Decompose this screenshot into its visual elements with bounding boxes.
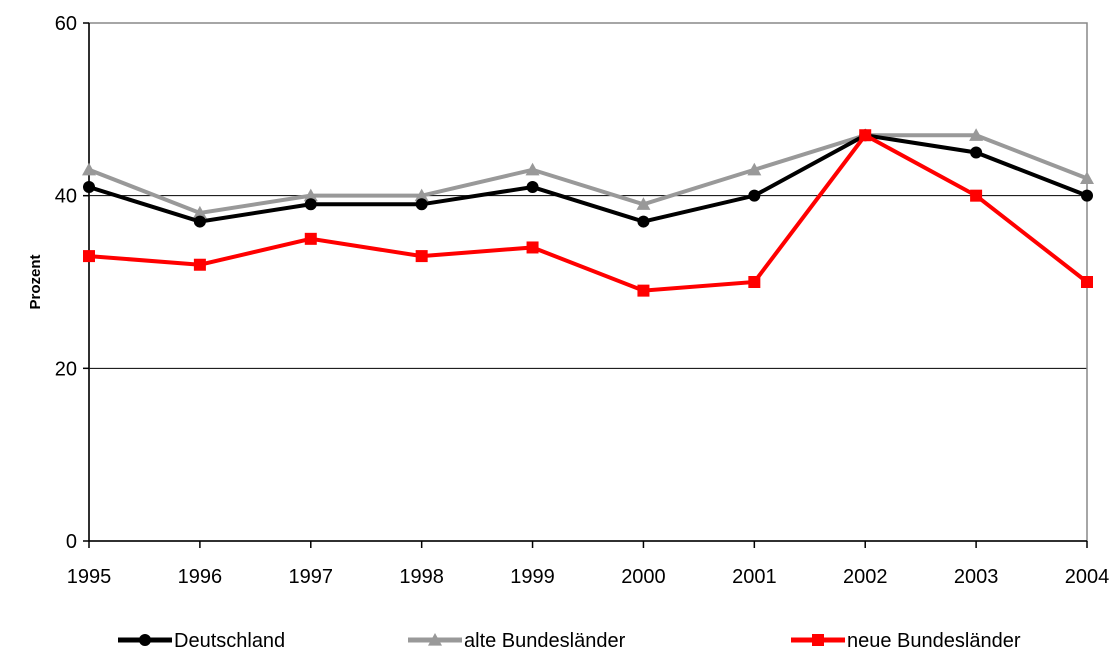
series-line [88,132,1089,293]
y-tick-label: 0 [66,531,77,553]
data-point [525,162,540,176]
data-point [414,188,429,202]
data-point [1081,276,1093,288]
data-point [193,258,206,271]
x-tick-label: 1996 [178,566,223,588]
data-point [812,634,824,646]
data-point [969,128,984,141]
data-point [303,188,318,202]
series-2 [83,129,1093,297]
series [82,128,1094,297]
series-0 [83,129,1093,228]
data-point [304,198,317,211]
data-point [637,284,650,297]
data-point [83,181,95,194]
legend-item: neue Bundesländer [791,630,1021,652]
series-line [88,133,1088,215]
data-point [748,276,761,288]
legend: Deutschland alte Bundesländer neue Bundesl… [118,630,1021,652]
data-point [82,162,96,176]
data-point [428,633,442,646]
data-point [970,146,983,159]
data-point [747,162,762,176]
x-tick-label: 1998 [399,566,444,588]
gridlines [89,195,1087,369]
data-point [859,129,872,142]
x-tick-label: 1999 [510,566,555,588]
series-line [88,133,1088,224]
x-tick-label: 1995 [67,566,112,588]
data-point [636,197,651,210]
data-point [139,634,151,646]
data-point [192,205,207,219]
data-point [1080,171,1094,184]
legend-label: alte Bundesländer [464,630,626,652]
y-ticks: 0 20 40 60 [55,13,89,553]
x-ticks: 1995 1996 1997 1998 1999 2000 2001 2002 2003 2004 [67,541,1110,588]
x-tick-label: 2000 [621,566,666,588]
data-point [526,181,539,194]
data-point [748,189,761,202]
data-point [415,198,428,211]
x-tick-label: 2001 [732,566,777,588]
data-point [970,189,983,202]
legend-label: neue Bundesländer [847,630,1021,652]
legend-label: Deutschland [174,630,285,652]
y-tick-label: 60 [55,13,77,35]
plot-area [88,22,1088,542]
data-point [415,250,428,263]
x-tick-label: 2003 [954,566,999,588]
data-point [193,215,206,228]
x-tick-label: 1997 [289,566,334,588]
y-tick-label: 40 [55,186,77,208]
legend-item: Deutschland [118,630,285,652]
data-point [526,241,539,254]
legend-item: alte Bundesländer [408,630,626,652]
data-point [304,232,317,245]
y-axis-label: Prozent [27,254,44,309]
y-tick-label: 20 [55,358,77,380]
x-tick-label: 2002 [843,566,888,588]
data-point [83,250,95,263]
x-tick-label: 2004 [1065,566,1110,588]
data-point [637,215,650,228]
data-point [1081,189,1093,202]
